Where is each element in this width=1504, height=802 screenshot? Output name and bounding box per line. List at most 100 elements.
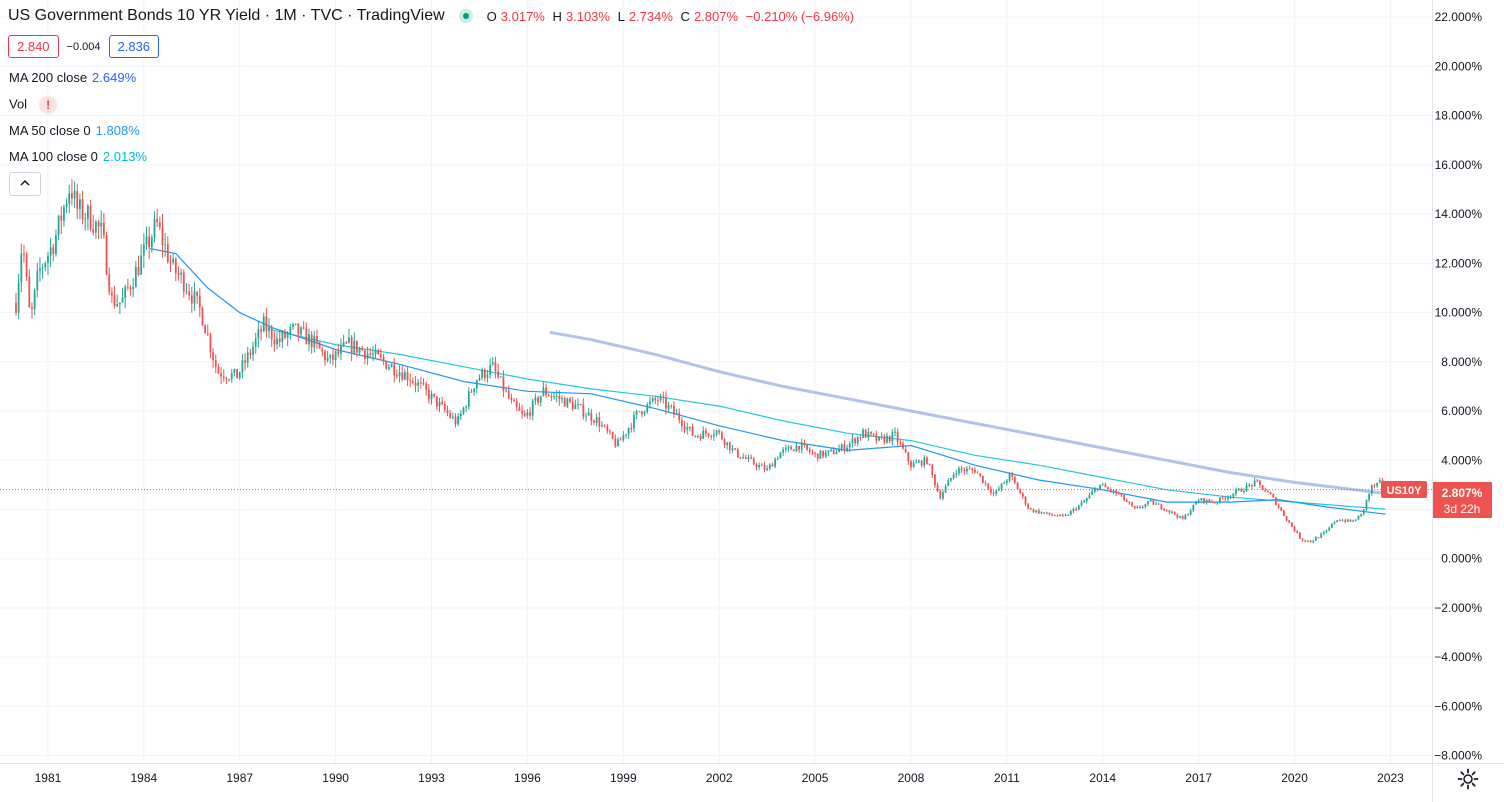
candle-body xyxy=(1285,516,1288,521)
price-tick-label: −8.000% xyxy=(1434,749,1482,763)
candle-body xyxy=(364,350,366,359)
sell-price-button[interactable]: 2.840 xyxy=(8,35,59,58)
candle-body xyxy=(966,468,968,472)
candle-body xyxy=(936,485,939,492)
candle-body xyxy=(1277,504,1280,508)
candle-body xyxy=(494,362,497,372)
candle-body xyxy=(134,266,137,288)
candle-body xyxy=(1282,510,1285,517)
title-row: US Government Bonds 10 YR Yield · 1M · T… xyxy=(8,7,858,25)
candle-body xyxy=(545,387,547,396)
candle-body xyxy=(36,270,39,290)
candle-body xyxy=(406,372,409,381)
candle-body xyxy=(108,274,111,293)
candle-body xyxy=(1301,538,1304,541)
candle-body xyxy=(94,221,97,233)
buy-price-button[interactable]: 2.836 xyxy=(108,35,160,58)
ma200-line xyxy=(549,330,1386,495)
warning-icon[interactable]: ! xyxy=(39,96,58,114)
candle-body xyxy=(1005,480,1008,483)
price-tick-label: 6.000% xyxy=(1441,404,1482,418)
candle-body xyxy=(1155,503,1157,505)
candle-body xyxy=(33,289,36,310)
indicator-ma100-value: 2.013% xyxy=(102,149,147,164)
candle-body xyxy=(918,461,920,463)
candle-body xyxy=(15,302,17,313)
candle-body xyxy=(241,360,244,373)
candle-body xyxy=(478,377,481,381)
market-status-dot-icon[interactable] xyxy=(458,9,473,23)
candle-body xyxy=(1189,510,1192,515)
candle-body xyxy=(989,488,992,493)
candle-body xyxy=(1275,497,1277,505)
candle-body xyxy=(1008,473,1011,481)
candle-body xyxy=(1027,504,1030,509)
candle-body xyxy=(670,405,673,407)
candle-body xyxy=(1195,502,1197,505)
candle-body xyxy=(1243,490,1245,492)
candle-body xyxy=(198,295,201,308)
candle-body xyxy=(997,488,1000,491)
candle-body xyxy=(1365,499,1368,510)
candle-body xyxy=(1059,514,1062,517)
candle-body xyxy=(787,446,790,448)
candle-body xyxy=(505,390,508,392)
candle-body xyxy=(507,390,510,399)
candle-body xyxy=(414,382,417,386)
candle-body xyxy=(356,340,358,353)
candle-body xyxy=(73,191,76,199)
candle-body xyxy=(920,461,923,466)
candle-body xyxy=(891,432,894,442)
candle-body xyxy=(606,425,609,432)
candle-body xyxy=(193,291,196,304)
change-value: −0.210% (−6.96%) xyxy=(745,8,855,24)
candle-body xyxy=(859,436,862,438)
candle-body xyxy=(1309,540,1312,543)
candle-body xyxy=(800,443,803,450)
candle-body xyxy=(196,291,199,296)
indicator-ma200[interactable]: MA 200 close 2.649% xyxy=(9,70,136,85)
time-axis[interactable]: 1981 1984 1987 1990 1993 1996 1999 2002 2005 2008… xyxy=(35,771,1405,785)
candle-body xyxy=(1325,530,1328,533)
candle-body xyxy=(185,291,188,293)
candle-body xyxy=(249,352,252,355)
candle-body xyxy=(17,282,20,313)
candle-body xyxy=(297,323,300,335)
candle-body xyxy=(728,442,731,451)
candle-body xyxy=(174,258,177,274)
candle-body xyxy=(411,381,414,383)
candle-body xyxy=(438,401,441,407)
candle-body xyxy=(811,452,814,454)
candle-body xyxy=(92,229,95,233)
candle-body xyxy=(1139,506,1141,508)
candle-body xyxy=(617,439,619,447)
candle-body xyxy=(326,357,329,361)
candle-body xyxy=(563,398,566,407)
candle-body xyxy=(1240,488,1243,492)
candle-body xyxy=(1117,493,1120,495)
candle-body xyxy=(1378,480,1381,483)
indicator-volume[interactable]: Vol! xyxy=(9,96,58,114)
candle-body xyxy=(387,367,390,370)
candle-body xyxy=(577,404,579,406)
candle-body xyxy=(904,448,907,453)
candle-body xyxy=(398,372,401,377)
collapse-legend-button[interactable] xyxy=(9,172,41,196)
candle-body xyxy=(851,438,854,444)
symbol-title[interactable]: US Government Bonds 10 YR Yield · 1M · T… xyxy=(8,7,445,24)
candle-body xyxy=(71,193,73,199)
candle-body xyxy=(803,443,806,446)
indicator-ma100[interactable]: MA 100 close 0 2.013% xyxy=(9,149,147,164)
price-axis[interactable]: 22.000% 20.000% 18.000% 16.000% 14.000% 12.00… xyxy=(1434,10,1482,762)
gear-icon[interactable] xyxy=(1456,767,1480,791)
indicator-ma50[interactable]: MA 50 close 0 1.808% xyxy=(9,123,140,138)
candle-body xyxy=(715,430,718,435)
candle-body xyxy=(28,276,31,308)
indicator-ma50-label: MA 50 close 0 xyxy=(9,123,91,138)
candle-body xyxy=(1040,512,1043,514)
candle-body xyxy=(848,443,851,448)
candle-body xyxy=(1208,499,1211,502)
candle-body xyxy=(526,412,529,416)
candle-body xyxy=(118,302,121,305)
